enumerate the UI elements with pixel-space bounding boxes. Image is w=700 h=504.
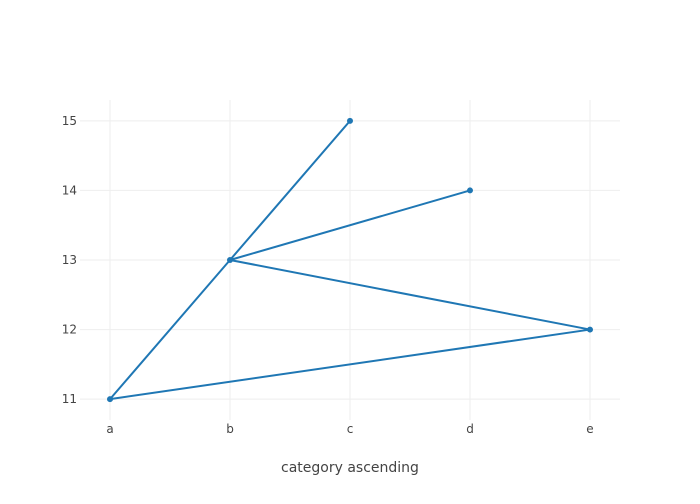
y-tick-label: 11	[62, 392, 77, 406]
data-point	[467, 187, 473, 194]
x-tick-label: d	[466, 422, 474, 436]
data-point	[227, 257, 233, 263]
data-point	[587, 326, 593, 333]
y-axis-ticks: 11 12 13 14 15	[62, 114, 77, 406]
data-points-layer	[107, 117, 593, 403]
y-tick-label: 15	[62, 114, 77, 128]
x-axis-ticks: a b c d e	[106, 422, 593, 436]
data-point	[107, 396, 113, 403]
y-tick-label: 12	[62, 323, 77, 337]
x-axis-title: category ascending	[281, 460, 419, 476]
x-tick-label: c	[347, 422, 354, 436]
x-tick-label: b	[226, 422, 234, 436]
y-tick-label: 14	[62, 183, 77, 197]
data-point	[347, 117, 353, 124]
x-tick-label: e	[586, 422, 593, 436]
series-layer	[109, 119, 591, 401]
x-tick-label: a	[106, 422, 113, 436]
series-line	[109, 119, 591, 401]
y-tick-label: 13	[62, 253, 77, 267]
